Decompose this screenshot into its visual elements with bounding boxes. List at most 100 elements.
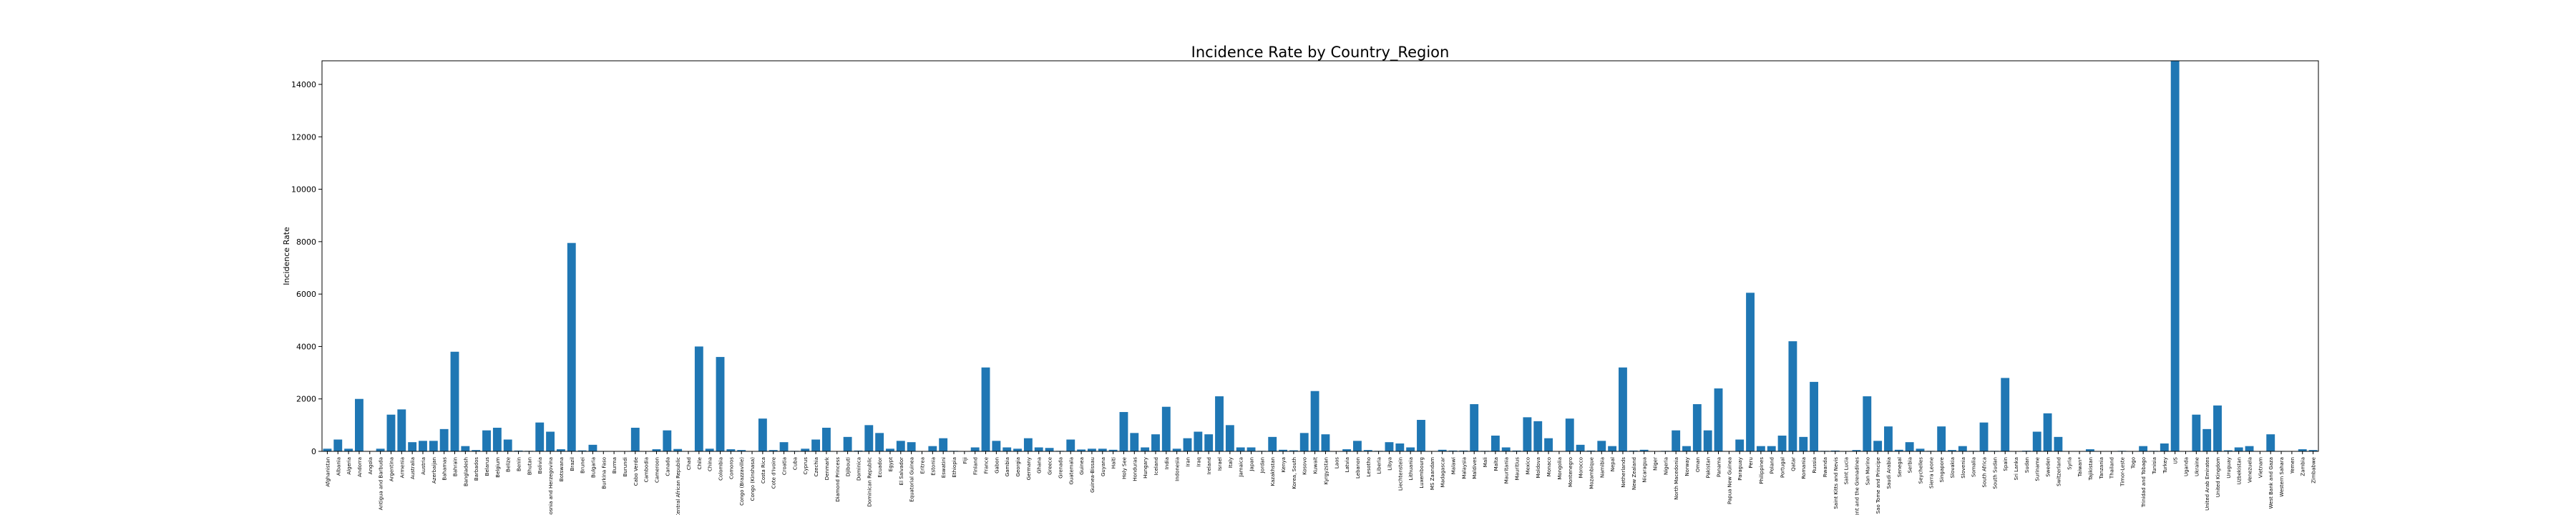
bar: [472, 450, 481, 451]
bar: [1438, 449, 1447, 451]
bar: [419, 441, 427, 451]
x-tick-label: Israel: [1217, 457, 1223, 471]
bar: [2139, 446, 2148, 451]
x-tick-label: Colombia: [718, 457, 724, 481]
x-tick-label: Kosovo: [1302, 457, 1308, 475]
x-tick-label: Syria: [2067, 457, 2072, 470]
x-tick-label: Denmark: [824, 456, 830, 480]
x-tick-label: Norway: [1684, 457, 1690, 476]
bar: [1310, 391, 1319, 451]
bar: [1077, 449, 1086, 451]
bar: [1034, 447, 1043, 451]
x-tick-label: Vietnam: [2258, 457, 2263, 478]
bar: [588, 444, 597, 451]
x-tick-label: Bahamas: [442, 457, 448, 481]
bar: [1788, 341, 1797, 451]
y-tick-label: 4000: [296, 342, 316, 351]
x-tick-label: Mexico: [1525, 457, 1531, 474]
x-tick-label: MS Zaandam: [1430, 457, 1435, 490]
bar: [801, 448, 810, 451]
x-tick-label: Peru: [1748, 457, 1754, 469]
y-tick-label: 2000: [296, 395, 316, 404]
x-tick-label: Botswana: [559, 457, 565, 481]
x-tick-label: Slovakia: [1950, 457, 1956, 478]
x-tick-label: Cote d'Ivoire: [771, 457, 777, 489]
bar: [2160, 443, 2169, 451]
bar: [1565, 418, 1574, 451]
x-tick-label: Seychelles: [1918, 457, 1923, 484]
x-tick-label: Armenia: [399, 457, 405, 478]
x-tick-label: Namibia: [1599, 457, 1605, 478]
x-tick-label: Djibouti: [846, 457, 852, 476]
x-tick-label: Eswatini: [941, 457, 947, 478]
bar: [1682, 446, 1691, 451]
x-tick-label: Jordan: [1259, 457, 1265, 474]
bar: [376, 448, 385, 451]
x-tick-label: France: [984, 457, 990, 474]
x-tick-label: Algeria: [346, 457, 352, 475]
x-tick-label: Ukraine: [2194, 457, 2200, 476]
bar: [1735, 439, 1745, 451]
bar: [1810, 381, 1819, 451]
bar: [1108, 449, 1118, 451]
bar: [1087, 448, 1096, 451]
bar: [1119, 412, 1128, 451]
x-tick-label: Sudan: [2024, 457, 2030, 473]
x-tick-label: Uzbekistan: [2237, 457, 2243, 485]
x-tick-label: Korea, South: [1292, 457, 1297, 489]
x-tick-label: Belgium: [495, 457, 501, 478]
bar: [344, 448, 353, 451]
y-tick-label: 8000: [296, 237, 316, 247]
x-tick-label: Angola: [368, 457, 374, 474]
bar: [1767, 446, 1776, 451]
x-tick-label: West Bank and Gaza: [2268, 457, 2274, 509]
bar: [758, 418, 767, 451]
x-tick-label: Laos: [1334, 457, 1340, 469]
x-tick-label: Azerbaijan: [431, 457, 437, 484]
x-tick-label: Bosnia and Herzegovina: [548, 457, 554, 515]
x-tick-label: Cameroon: [654, 457, 660, 483]
x-tick-label: Costa Rica: [761, 457, 766, 484]
x-tick-label: Barbados: [474, 457, 479, 481]
x-tick-label: Senegal: [1897, 457, 1903, 477]
x-tick-label: Jamaica: [1239, 457, 1244, 478]
x-tick-label: India: [1164, 457, 1170, 469]
bar: [1672, 430, 1681, 451]
x-tick-label: Fiji: [962, 457, 968, 464]
bar: [1714, 388, 1723, 451]
bar: [482, 430, 491, 451]
x-tick-label: Saint Lucia: [1844, 457, 1850, 484]
bar: [630, 428, 640, 451]
x-tick-label: Kyrgyzstan: [1323, 457, 1329, 484]
bar: [2234, 447, 2243, 451]
x-tick-label: Madagascar: [1440, 457, 1446, 488]
x-tick-label: Bolivia: [537, 457, 543, 474]
bar: [2054, 436, 2063, 451]
x-tick-label: Thailand: [2109, 457, 2115, 479]
bar: [1608, 446, 1617, 451]
x-tick-label: Germany: [1026, 457, 1032, 480]
bar: [333, 439, 343, 451]
bar: [1183, 438, 1192, 451]
x-tick-label: Holy See: [1121, 457, 1127, 479]
bar: [1905, 442, 1914, 451]
x-tick-label: Nepal: [1610, 457, 1616, 471]
x-tick-label: Suriname: [2035, 457, 2041, 481]
bar: [1863, 396, 1872, 451]
bar: [1268, 436, 1277, 451]
bar: [1225, 425, 1234, 451]
x-tick-label: Italy: [1228, 457, 1234, 468]
x-tick-label: Paraguay: [1737, 457, 1743, 481]
x-tick-label: Finland: [973, 457, 979, 475]
bar: [492, 428, 502, 451]
x-tick-label: Haiti: [1111, 457, 1117, 469]
bar: [1576, 444, 1585, 451]
bar: [556, 449, 565, 451]
x-tick-label: Trinidad and Tobago: [2141, 457, 2147, 508]
bar: [1236, 447, 1245, 451]
x-tick-label: Slovenia: [1961, 457, 1966, 479]
x-tick-label: Portugal: [1780, 457, 1786, 478]
x-tick-label: Poland: [1770, 457, 1775, 474]
bar: [1130, 433, 1139, 451]
